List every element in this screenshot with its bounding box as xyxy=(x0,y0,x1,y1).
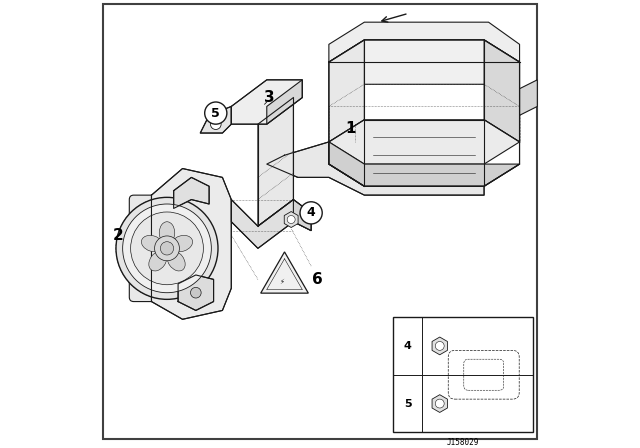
Polygon shape xyxy=(293,199,311,231)
Circle shape xyxy=(161,242,173,255)
Polygon shape xyxy=(152,168,231,319)
Text: J158029: J158029 xyxy=(447,438,479,447)
Text: 1: 1 xyxy=(346,121,356,136)
Polygon shape xyxy=(329,120,520,164)
Text: 4: 4 xyxy=(307,207,316,220)
Polygon shape xyxy=(258,98,293,226)
Text: ⚡: ⚡ xyxy=(280,279,285,284)
Polygon shape xyxy=(329,40,520,84)
Polygon shape xyxy=(231,199,311,248)
Ellipse shape xyxy=(167,251,185,271)
Circle shape xyxy=(205,102,227,124)
Polygon shape xyxy=(173,177,209,208)
Circle shape xyxy=(191,287,201,298)
Polygon shape xyxy=(432,337,447,355)
Polygon shape xyxy=(178,275,214,310)
Ellipse shape xyxy=(149,251,167,271)
Polygon shape xyxy=(329,22,520,62)
Circle shape xyxy=(435,341,444,350)
FancyBboxPatch shape xyxy=(129,195,218,302)
Bar xyxy=(393,317,533,432)
Text: 5: 5 xyxy=(211,107,220,120)
Circle shape xyxy=(155,236,179,261)
Ellipse shape xyxy=(171,235,193,252)
Ellipse shape xyxy=(141,235,163,252)
Circle shape xyxy=(123,204,211,293)
Circle shape xyxy=(116,198,218,299)
Polygon shape xyxy=(484,40,520,142)
Polygon shape xyxy=(329,142,520,186)
Polygon shape xyxy=(267,80,302,124)
Polygon shape xyxy=(231,80,302,124)
Polygon shape xyxy=(520,80,538,115)
Circle shape xyxy=(287,215,295,224)
Circle shape xyxy=(211,119,221,129)
Text: 5: 5 xyxy=(404,399,412,409)
Circle shape xyxy=(131,212,204,285)
Text: 6: 6 xyxy=(312,272,323,287)
Polygon shape xyxy=(432,395,447,413)
Polygon shape xyxy=(284,211,298,228)
Polygon shape xyxy=(329,40,364,142)
Text: 3: 3 xyxy=(264,90,275,105)
Polygon shape xyxy=(260,252,308,293)
Polygon shape xyxy=(267,142,484,195)
Text: 2: 2 xyxy=(113,228,124,242)
Circle shape xyxy=(435,399,444,408)
Polygon shape xyxy=(200,107,231,133)
Text: 4: 4 xyxy=(404,341,412,351)
Ellipse shape xyxy=(159,222,175,244)
Circle shape xyxy=(300,202,322,224)
